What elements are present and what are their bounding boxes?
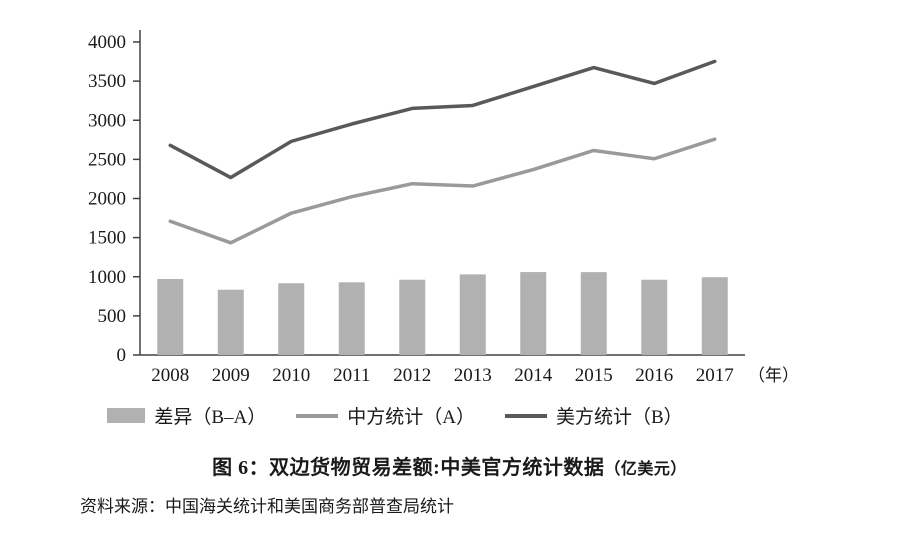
y-tick-label: 1000 — [88, 267, 126, 288]
y-tick-label: 2500 — [88, 149, 126, 170]
difference-bar — [580, 272, 607, 355]
legend-label-us-stats: 美方统计（B） — [555, 407, 683, 428]
difference-bar — [399, 279, 426, 355]
y-tick-label: 3500 — [88, 71, 126, 92]
bar-swatch-icon — [107, 408, 146, 423]
x-tick-label: 2012 — [393, 365, 431, 386]
y-tick-label: 0 — [117, 345, 127, 366]
legend-label-china-stats: 中方统计（A） — [347, 407, 475, 428]
trade-deficit-chart: 0 500 1000 1500 2000 2500 3000 3500 4000 2008 2009… — [88, 30, 799, 386]
legend-item-difference: 差异（B–A） — [107, 402, 266, 429]
line-swatch-us-icon — [504, 413, 547, 418]
y-tick-label: 1500 — [88, 228, 126, 249]
line-swatch-china-icon — [296, 413, 339, 418]
difference-bar — [338, 282, 365, 355]
x-tick-label: 2009 — [212, 365, 250, 386]
x-tick-label: 2017 — [696, 365, 734, 386]
x-axis-unit-label: （年） — [748, 366, 799, 385]
difference-bar — [641, 279, 668, 355]
legend-label-difference: 差异（B–A） — [154, 407, 267, 428]
difference-bar — [278, 283, 305, 355]
difference-bar — [157, 279, 184, 355]
chart-title-text: 图 6：双边货物贸易差额:中美官方统计数据 — [212, 457, 605, 479]
difference-bar — [217, 289, 244, 355]
chart-title: 图 6：双边货物贸易差额:中美官方统计数据（亿美元） — [0, 451, 899, 480]
legend-item-us-stats: 美方统计（B） — [504, 402, 683, 429]
y-tick-label: 500 — [98, 306, 127, 327]
x-tick-label: 2014 — [514, 365, 553, 386]
legend-item-china-stats: 中方统计（A） — [296, 402, 475, 429]
y-tick-label: 2000 — [88, 189, 126, 210]
x-tick-label: 2015 — [575, 365, 613, 386]
x-tick-label: 2016 — [635, 365, 673, 386]
china-stats-line — [168, 137, 717, 245]
chart-legend: 差异（B–A） 中方统计（A） 美方统计（B） — [0, 402, 790, 429]
x-tick-label: 2011 — [333, 365, 370, 386]
y-tick-label: 3000 — [88, 110, 126, 131]
us-stats-line — [168, 59, 717, 180]
source-note: 资料来源：中国海关统计和美国商务部普查局统计 — [80, 497, 454, 516]
difference-bar — [701, 277, 728, 355]
x-tick-label: 2008 — [151, 365, 189, 386]
y-tick-label: 4000 — [88, 32, 126, 53]
difference-bar — [520, 272, 547, 355]
difference-bar — [459, 274, 486, 355]
chart-title-unit: （亿美元） — [604, 461, 687, 478]
x-tick-label: 2010 — [272, 365, 310, 386]
x-tick-label: 2013 — [454, 365, 492, 386]
